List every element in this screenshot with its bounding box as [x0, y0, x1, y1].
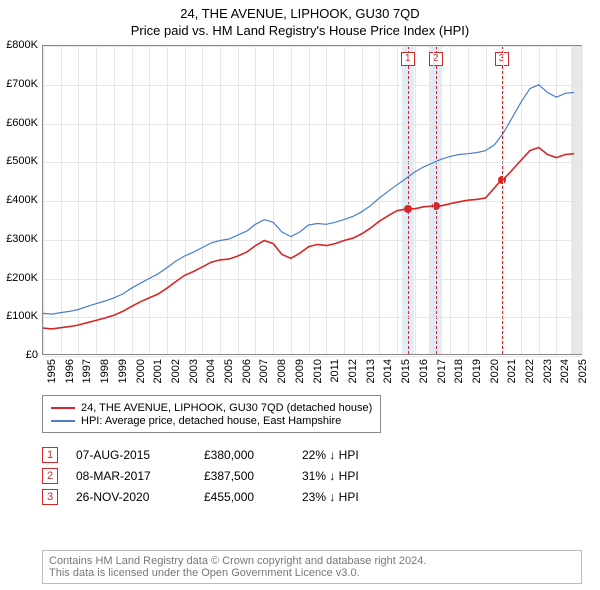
x-tick-label: 2014 [382, 359, 394, 383]
x-tick-label: 2010 [312, 359, 324, 383]
y-tick-label: £200K [6, 272, 38, 284]
chart-title: 24, THE AVENUE, LIPHOOK, GU30 7QD [0, 0, 600, 21]
event-badge-3: 3 [42, 489, 58, 505]
y-tick-label: £800K [6, 39, 38, 51]
x-tick-label: 1999 [117, 359, 129, 383]
x-tick-label: 2024 [559, 359, 571, 383]
series-line-property [43, 148, 574, 329]
x-tick-label: 2012 [347, 359, 359, 383]
x-tick-label: 2000 [135, 359, 147, 383]
gridline-h [43, 356, 581, 357]
x-tick-label: 2011 [329, 359, 341, 383]
footer-line1: Contains HM Land Registry data © Crown c… [49, 555, 575, 567]
event-date-2: 08-MAR-2017 [76, 469, 186, 483]
event-row-1: 1 07-AUG-2015 £380,000 22% ↓ HPI [42, 447, 402, 463]
x-tick-label: 2021 [506, 359, 518, 383]
event-price-1: £380,000 [204, 448, 284, 462]
x-tick-label: 1998 [99, 359, 111, 383]
event-price-3: £455,000 [204, 490, 284, 504]
event-price-2: £387,500 [204, 469, 284, 483]
x-tick-label: 2020 [489, 359, 501, 383]
footer-attribution: Contains HM Land Registry data © Crown c… [42, 550, 582, 584]
y-tick-label: £600K [6, 117, 38, 129]
chart-plot-area: 123 [42, 45, 582, 355]
x-tick-label: 2018 [453, 359, 465, 383]
legend-swatch-hpi [51, 420, 75, 422]
x-tick-label: 1996 [64, 359, 76, 383]
x-tick-label: 1997 [81, 359, 93, 383]
legend-label-property: 24, THE AVENUE, LIPHOOK, GU30 7QD (detac… [81, 402, 372, 414]
x-tick-label: 2006 [241, 359, 253, 383]
x-tick-label: 2015 [400, 359, 412, 383]
y-tick-label: £100K [6, 310, 38, 322]
event-date-3: 26-NOV-2020 [76, 490, 186, 504]
series-svg [43, 46, 583, 356]
x-tick-label: 2002 [170, 359, 182, 383]
events-table: 1 07-AUG-2015 £380,000 22% ↓ HPI 2 08-MA… [42, 442, 402, 510]
legend-swatch-property [51, 407, 75, 409]
x-tick-label: 2005 [223, 359, 235, 383]
legend-row-property: 24, THE AVENUE, LIPHOOK, GU30 7QD (detac… [51, 402, 372, 414]
x-tick-label: 2025 [577, 359, 589, 383]
legend-row-hpi: HPI: Average price, detached house, East… [51, 415, 372, 427]
event-badge-2: 2 [42, 468, 58, 484]
x-tick-label: 2001 [152, 359, 164, 383]
legend: 24, THE AVENUE, LIPHOOK, GU30 7QD (detac… [42, 395, 381, 433]
x-tick-label: 2007 [258, 359, 270, 383]
y-tick-label: £700K [6, 78, 38, 90]
event-row-3: 3 26-NOV-2020 £455,000 23% ↓ HPI [42, 489, 402, 505]
footer-line2: This data is licensed under the Open Gov… [49, 567, 575, 579]
x-tick-label: 2003 [188, 359, 200, 383]
x-tick-label: 2013 [365, 359, 377, 383]
x-tick-label: 2019 [471, 359, 483, 383]
y-tick-label: £0 [26, 349, 38, 361]
event-pct-2: 31% ↓ HPI [302, 469, 402, 483]
legend-label-hpi: HPI: Average price, detached house, East… [81, 415, 341, 427]
x-tick-label: 2009 [294, 359, 306, 383]
event-pct-3: 23% ↓ HPI [302, 490, 402, 504]
series-line-hpi [43, 85, 574, 314]
event-row-2: 2 08-MAR-2017 £387,500 31% ↓ HPI [42, 468, 402, 484]
x-tick-label: 2022 [524, 359, 536, 383]
chart-subtitle: Price paid vs. HM Land Registry's House … [0, 21, 600, 38]
x-tick-label: 2004 [205, 359, 217, 383]
event-date-1: 07-AUG-2015 [76, 448, 186, 462]
event-pct-1: 22% ↓ HPI [302, 448, 402, 462]
x-tick-label: 2008 [276, 359, 288, 383]
x-tick-label: 2017 [436, 359, 448, 383]
x-tick-label: 2016 [418, 359, 430, 383]
x-tick-label: 2023 [542, 359, 554, 383]
y-tick-label: £400K [6, 194, 38, 206]
event-badge-1: 1 [42, 447, 58, 463]
y-tick-label: £300K [6, 233, 38, 245]
y-tick-label: £500K [6, 155, 38, 167]
x-tick-label: 1995 [46, 359, 58, 383]
